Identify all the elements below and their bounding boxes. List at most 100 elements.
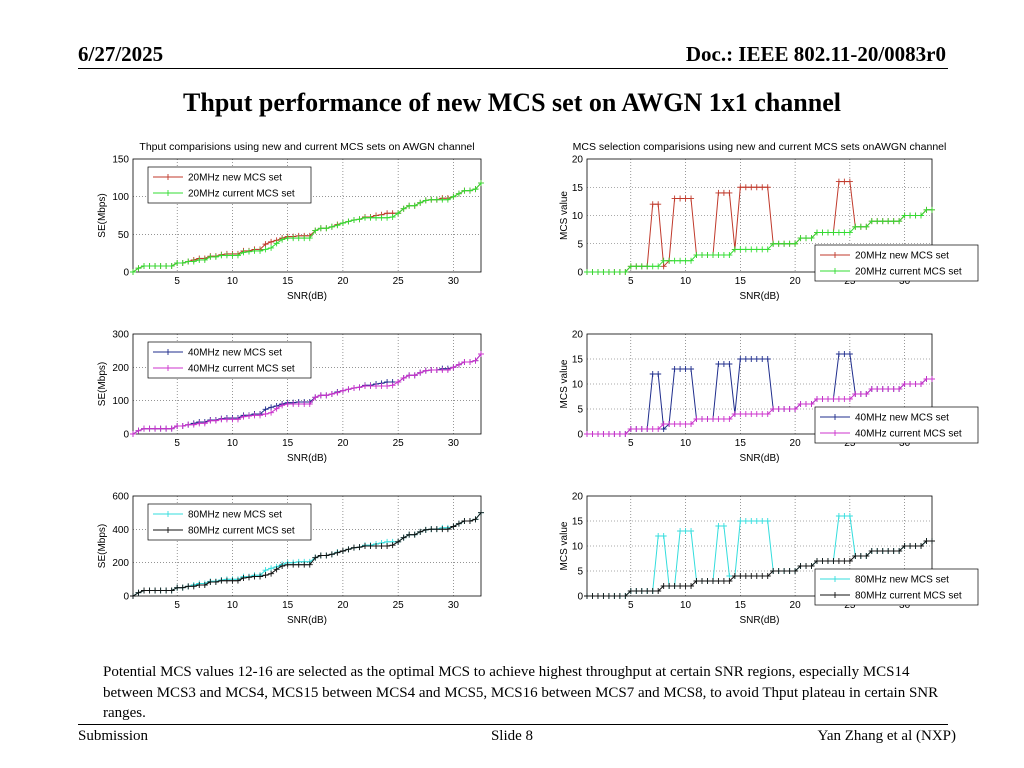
data-point bbox=[901, 543, 908, 549]
data-point bbox=[168, 262, 175, 269]
y-tick-label: 0 bbox=[577, 268, 583, 279]
data-point bbox=[406, 202, 413, 209]
data-point bbox=[455, 520, 462, 527]
data-point bbox=[644, 263, 651, 270]
data-point bbox=[268, 404, 275, 411]
chart-title: MCS selection comparisions using new and… bbox=[573, 141, 947, 153]
data-point bbox=[759, 573, 766, 579]
data-point bbox=[356, 544, 363, 551]
data-point bbox=[312, 227, 319, 234]
chart-mcs-80mhz: 5 10 15 20 25 30 0 5 10 15 20 SNR(dB) MCS value 80MHz… bbox=[559, 492, 979, 626]
data-point bbox=[890, 218, 897, 225]
data-point bbox=[846, 558, 853, 564]
data-point bbox=[748, 356, 755, 362]
data-point bbox=[395, 210, 402, 217]
data-point bbox=[699, 416, 705, 422]
data-point bbox=[846, 396, 853, 402]
data-point bbox=[478, 509, 484, 516]
x-tick-label: 25 bbox=[844, 438, 856, 449]
data-point bbox=[918, 543, 925, 549]
data-point bbox=[229, 416, 236, 423]
data-point bbox=[671, 583, 678, 589]
data-point bbox=[742, 573, 749, 579]
data-point bbox=[284, 561, 291, 568]
legend-box bbox=[814, 244, 979, 282]
data-point bbox=[466, 359, 473, 365]
x-tick-label: 10 bbox=[680, 600, 692, 611]
y-tick-label: 100 bbox=[112, 192, 129, 203]
data-point bbox=[179, 584, 186, 591]
data-point bbox=[389, 382, 396, 389]
data-point bbox=[748, 184, 755, 191]
data-point bbox=[268, 238, 275, 245]
data-point bbox=[841, 396, 848, 402]
footer-rule bbox=[78, 724, 948, 725]
data-point bbox=[306, 235, 313, 242]
data-point bbox=[605, 431, 612, 437]
data-point bbox=[218, 577, 225, 584]
data-point bbox=[879, 548, 886, 554]
y-tick-label: 5 bbox=[577, 239, 583, 250]
y-tick-label: 15 bbox=[572, 355, 584, 366]
data-point bbox=[830, 229, 837, 236]
data-point bbox=[846, 351, 853, 357]
y-tick-label: 0 bbox=[577, 430, 583, 441]
data-point bbox=[715, 578, 722, 584]
data-point bbox=[814, 396, 820, 402]
legend-marker bbox=[832, 430, 838, 436]
data-point bbox=[367, 383, 374, 389]
data-point bbox=[677, 421, 684, 427]
x-tick-label: 10 bbox=[227, 276, 239, 287]
data-point bbox=[428, 196, 435, 203]
y-axis-label: SE(Mbps) bbox=[97, 193, 108, 237]
y-tick-label: 100 bbox=[112, 396, 129, 407]
data-point bbox=[589, 593, 596, 599]
data-point bbox=[830, 396, 837, 402]
x-tick-label: 5 bbox=[628, 600, 634, 611]
data-point bbox=[775, 240, 782, 247]
legend: 80MHz new MCS set 80MHz current MCS set bbox=[147, 503, 312, 541]
data-point bbox=[775, 568, 782, 574]
legend-entry: 40MHz current MCS set bbox=[188, 364, 295, 375]
data-point bbox=[290, 235, 297, 242]
legend-marker bbox=[832, 414, 838, 420]
data-point bbox=[323, 225, 330, 232]
plot-frame bbox=[132, 495, 482, 597]
data-point bbox=[841, 351, 848, 357]
data-point bbox=[141, 425, 148, 432]
data-point bbox=[792, 240, 799, 247]
data-point bbox=[627, 263, 634, 270]
data-point bbox=[444, 196, 451, 203]
data-point bbox=[196, 420, 203, 427]
legend-marker bbox=[165, 527, 171, 533]
data-point bbox=[688, 366, 695, 372]
data-point bbox=[753, 518, 760, 524]
data-point bbox=[251, 247, 258, 254]
x-tick-label: 10 bbox=[680, 438, 692, 449]
data-point bbox=[753, 246, 760, 253]
data-point bbox=[622, 269, 629, 275]
data-point bbox=[295, 561, 302, 568]
data-point bbox=[290, 401, 297, 407]
data-point bbox=[240, 413, 247, 420]
data-point bbox=[896, 548, 903, 554]
data-point bbox=[240, 249, 247, 256]
data-point bbox=[868, 386, 875, 392]
data-point bbox=[759, 356, 766, 362]
data-point bbox=[857, 223, 864, 230]
data-point bbox=[660, 533, 667, 539]
data-point bbox=[737, 356, 744, 362]
data-point bbox=[841, 513, 848, 519]
x-tick-label: 25 bbox=[393, 276, 405, 287]
data-point bbox=[742, 184, 749, 191]
data-point bbox=[367, 543, 374, 549]
legend-box bbox=[147, 503, 312, 541]
data-point bbox=[709, 416, 716, 422]
data-point bbox=[373, 383, 380, 389]
data-point bbox=[742, 411, 749, 417]
data-point bbox=[748, 246, 755, 253]
data-point bbox=[644, 588, 651, 594]
x-tick-label: 15 bbox=[735, 438, 747, 449]
data-point bbox=[135, 427, 142, 434]
data-point bbox=[466, 187, 473, 194]
